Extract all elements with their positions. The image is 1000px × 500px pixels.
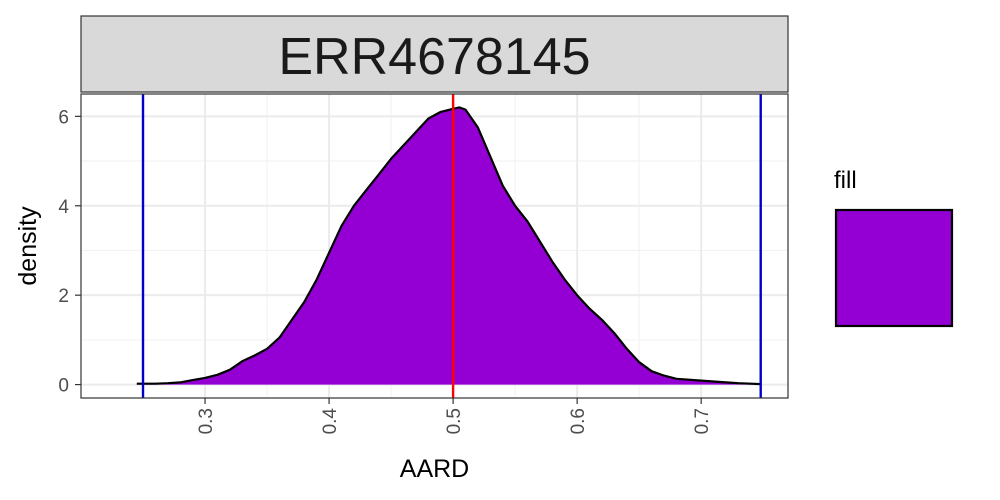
x-tick-label: 0.3 — [196, 408, 217, 434]
legend: fill — [834, 167, 954, 328]
y-tick-label: 6 — [58, 107, 69, 128]
x-tick-label: 0.4 — [320, 408, 341, 435]
x-tick-label: 0.5 — [444, 408, 465, 434]
x-axis: 0.3 0.4 0.5 0.6 0.7 — [196, 398, 713, 434]
x-tick-label: 0.6 — [568, 408, 589, 434]
y-tick-label: 0 — [58, 376, 69, 397]
y-axis: 0 2 4 6 — [58, 107, 81, 397]
legend-key — [834, 208, 954, 328]
y-tick-label: 2 — [58, 286, 69, 307]
y-tick-label: 4 — [58, 197, 69, 218]
density-area — [136, 107, 761, 385]
facet-strip — [80, 15, 789, 93]
reference-lines — [141, 94, 762, 398]
facet-strip-label: ERR4678145 — [278, 28, 590, 86]
plot-panel-border — [80, 93, 789, 399]
legend-title: fill — [834, 167, 857, 194]
y-axis-title: density — [14, 206, 42, 286]
x-tick-label: 0.7 — [692, 408, 713, 434]
x-axis-title: AARD — [400, 455, 469, 483]
